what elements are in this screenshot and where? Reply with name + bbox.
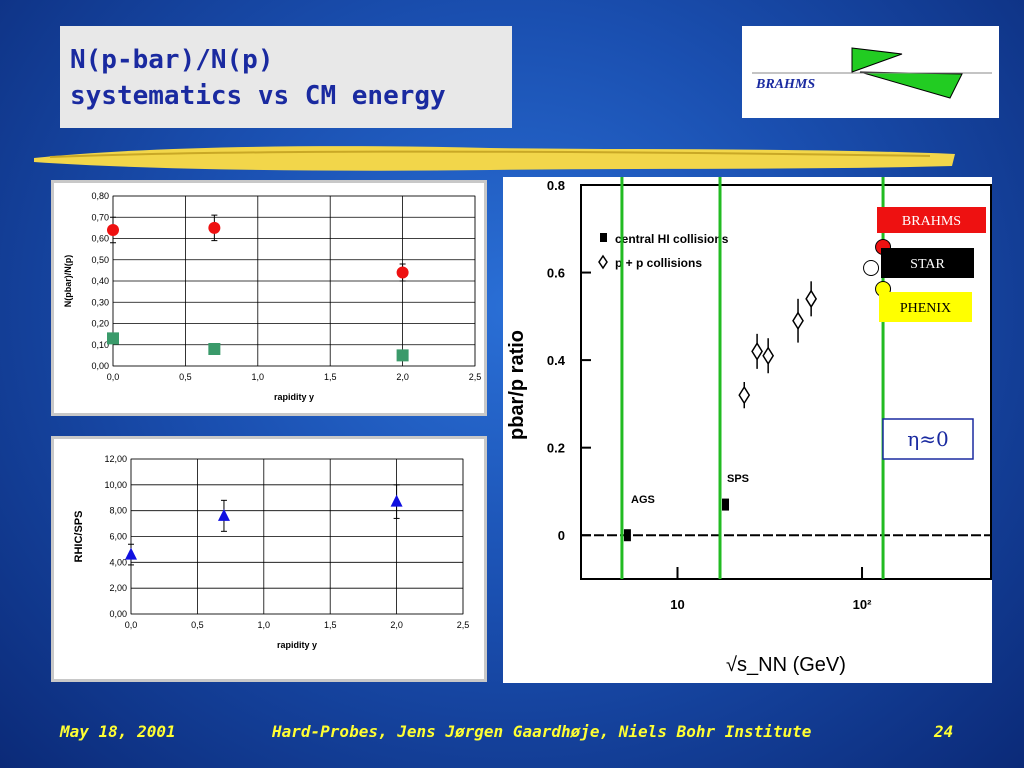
x-tick-label: 0,5 [179, 372, 192, 382]
experiment-label: BRAHMS [902, 214, 961, 229]
y-tick-label: 0,80 [91, 191, 109, 201]
experiment-label-box [877, 207, 986, 233]
footer-center: Hard-Probes, Jens Jørgen Gaardhøje, Niel… [272, 722, 812, 741]
title-line-2: systematics vs CM energy [70, 81, 446, 111]
hi-data-point [722, 498, 730, 511]
experiment-label: PHENIX [900, 301, 951, 316]
x-axis-label: rapidity y [277, 640, 317, 650]
data-point [107, 224, 119, 236]
y-tick-label: 0,30 [91, 297, 109, 307]
chart1-svg: 0,00 0,10 0,20 0,30 0,40 0,50 0,60 0,70 0,80 0,0 0… [63, 191, 482, 402]
x-tick-label: 2,5 [469, 372, 482, 382]
x-tick-label: 0,0 [125, 620, 138, 630]
x-tick-label: 1,0 [258, 620, 271, 630]
y-tick-label: 0.6 [547, 266, 565, 281]
plot-frame [580, 184, 992, 580]
y-tick-label: 12,00 [104, 454, 127, 464]
y-tick-label: 0.2 [547, 441, 565, 456]
legend-marker-hi [600, 233, 607, 242]
y-axis-label: pbar/p ratio [506, 330, 528, 440]
data-point [208, 221, 221, 234]
y-tick-label: 0,70 [91, 212, 109, 222]
y-axis-label: RHIC/SPS [73, 511, 85, 563]
y-tick-label: 0.4 [547, 353, 566, 368]
annotation-sps: SPS [727, 473, 749, 485]
y-tick-label: 8,00 [109, 506, 127, 516]
y-tick-label: 0,50 [91, 255, 109, 265]
y-tick-label: 0 [558, 528, 565, 543]
y-axis-label: N(pbar)/N(p) [63, 255, 73, 308]
brahms-logo: BRAHMS [742, 26, 999, 118]
pp-data-point [762, 346, 775, 366]
experiment-label-box [881, 248, 974, 278]
logo-text: BRAHMS [755, 77, 815, 92]
chart-rhic-sps-vs-rapidity: 0,00 2,00 4,00 6,00 8,00 10,00 12,00 0,0 0,5 1,0 1… [51, 436, 487, 682]
decorative-brush-stroke [34, 146, 955, 171]
data-point [125, 547, 137, 560]
pp-data-point [805, 289, 818, 309]
rhic-marker [863, 260, 880, 276]
x-axis-label: √s_NN (GeV) [726, 654, 846, 676]
x-tick-label: 10² [853, 597, 872, 612]
footer-date: May 18, 2001 [60, 722, 176, 741]
legend-marker-pp [598, 254, 608, 270]
x-tick-label: 10 [670, 597, 684, 612]
pp-data-point [738, 385, 751, 405]
y-tick-label: 10,00 [104, 480, 127, 490]
data-point [390, 494, 403, 507]
x-tick-label: 2,0 [396, 372, 409, 382]
data-point [396, 266, 409, 279]
y-tick-label: 0,00 [109, 609, 127, 619]
x-tick-label: 1,5 [324, 620, 337, 630]
slide-title: N(p-bar)/N(p) systematics vs CM energy [60, 26, 512, 128]
eta-box [882, 418, 974, 460]
x-tick-label: 0,0 [107, 372, 120, 382]
data-point [217, 508, 230, 521]
footer-page: 24 [934, 722, 954, 741]
title-line-1: N(p-bar)/N(p) [70, 45, 274, 75]
x-tick-label: 2,5 [457, 620, 470, 630]
x-tick-label: 1,5 [324, 372, 337, 382]
x-axis-label: rapidity y [274, 392, 314, 402]
pp-data-point [792, 311, 804, 331]
y-tick-label: 2,00 [109, 583, 127, 593]
annotation-ags: AGS [631, 494, 655, 506]
data-point [396, 349, 409, 362]
chart2-svg: 0,00 2,00 4,00 6,00 8,00 10,00 12,00 0,0 0,5 1,0 1… [73, 454, 470, 650]
y-tick-label: 0,00 [91, 361, 109, 371]
x-tick-label: 0,5 [191, 620, 204, 630]
eta-label: η≈0 [907, 427, 948, 451]
experiment-label: STAR [910, 257, 945, 272]
y-tick-label: 0,20 [91, 319, 109, 329]
y-tick-label: 0,60 [91, 234, 109, 244]
chart-pbar-p-vs-rapidity: 0,00 0,10 0,20 0,30 0,40 0,50 0,60 0,70 0,80 0,0 0… [51, 180, 487, 416]
x-tick-label: 1,0 [252, 372, 265, 382]
data-point [208, 343, 221, 355]
y-tick-label: 6,00 [109, 532, 127, 542]
experiment-label-box [879, 292, 972, 322]
x-tick-label: 2,0 [390, 620, 403, 630]
y-tick-label: 4,00 [109, 557, 127, 567]
legend-pp: p + p collisions [615, 256, 702, 270]
pp-data-point [751, 341, 763, 361]
y-tick-label: 0,10 [91, 340, 109, 350]
chart-pbar-p-vs-energy: 0 0.2 0.4 0.6 0.8 10 10² √s_NN (GeV) pbar/p rati… [503, 177, 992, 683]
data-point [107, 332, 119, 345]
hi-data-point [623, 529, 631, 542]
legend-hi: central HI collisions [615, 232, 729, 246]
chart3-svg: 0 0.2 0.4 0.6 0.8 10 10² √s_NN (GeV) pbar/p rati… [506, 177, 992, 676]
y-tick-label: 0.8 [547, 178, 565, 193]
y-tick-label: 0,40 [91, 276, 109, 286]
